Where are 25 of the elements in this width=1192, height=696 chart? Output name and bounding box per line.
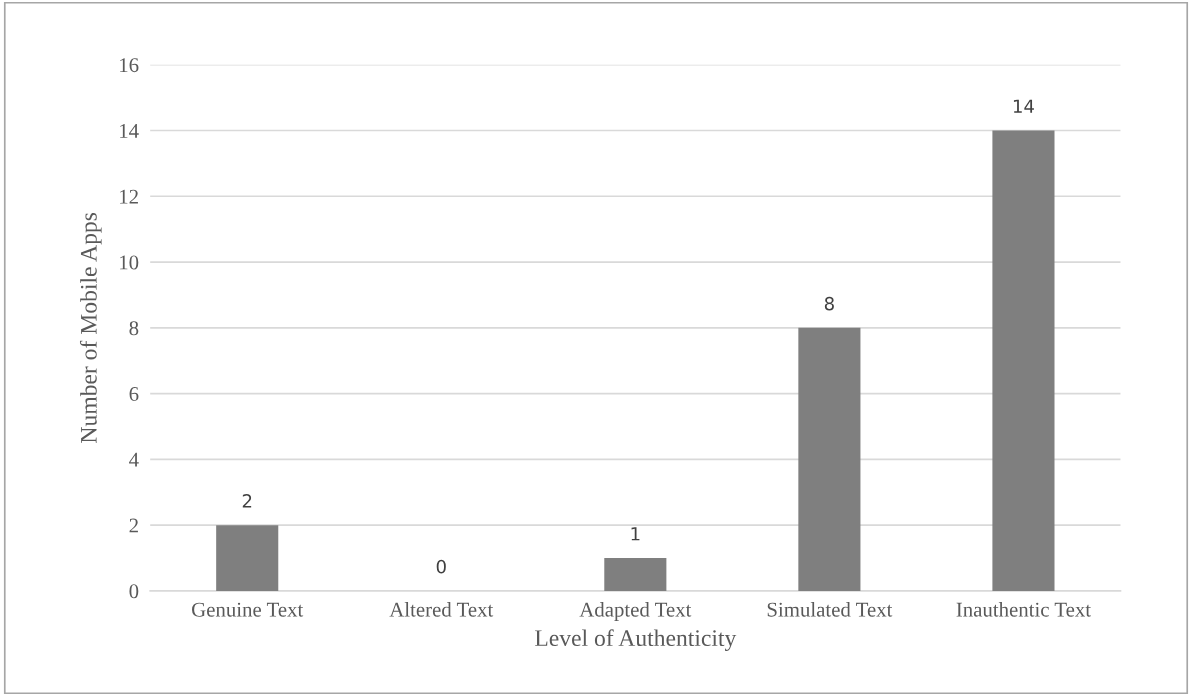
y-tick-label: 0 xyxy=(129,584,139,599)
x-axis-title: Level of Authenticity xyxy=(535,629,737,651)
bar xyxy=(992,130,1055,591)
data-label: 2 xyxy=(242,494,252,508)
x-tick-label: Inauthentic Text xyxy=(956,602,1091,617)
x-tick-label: Simulated Text xyxy=(767,602,893,617)
data-label: 1 xyxy=(631,527,640,541)
data-label: 14 xyxy=(1013,99,1034,113)
y-tick-label: 16 xyxy=(120,58,139,73)
x-tick-label: Genuine Text xyxy=(192,602,304,617)
y-tick-label: 2 xyxy=(129,518,138,533)
data-label: 0 xyxy=(436,559,446,574)
data-label: 8 xyxy=(824,296,834,311)
y-tick-label: 14 xyxy=(120,123,139,138)
bar xyxy=(216,525,279,591)
y-tick-label: 10 xyxy=(120,255,139,270)
x-tick-label: Adapted Text xyxy=(579,602,692,621)
bar xyxy=(798,327,861,591)
y-tick-label: 8 xyxy=(129,321,139,336)
bar xyxy=(604,558,667,591)
y-tick-label: 12 xyxy=(120,189,138,204)
y-tick-label: 6 xyxy=(129,387,139,402)
y-tick-label: 4 xyxy=(129,452,139,467)
x-tick-label: Altered Text xyxy=(389,602,494,617)
y-axis-title: Number of Mobile Apps xyxy=(79,212,102,443)
